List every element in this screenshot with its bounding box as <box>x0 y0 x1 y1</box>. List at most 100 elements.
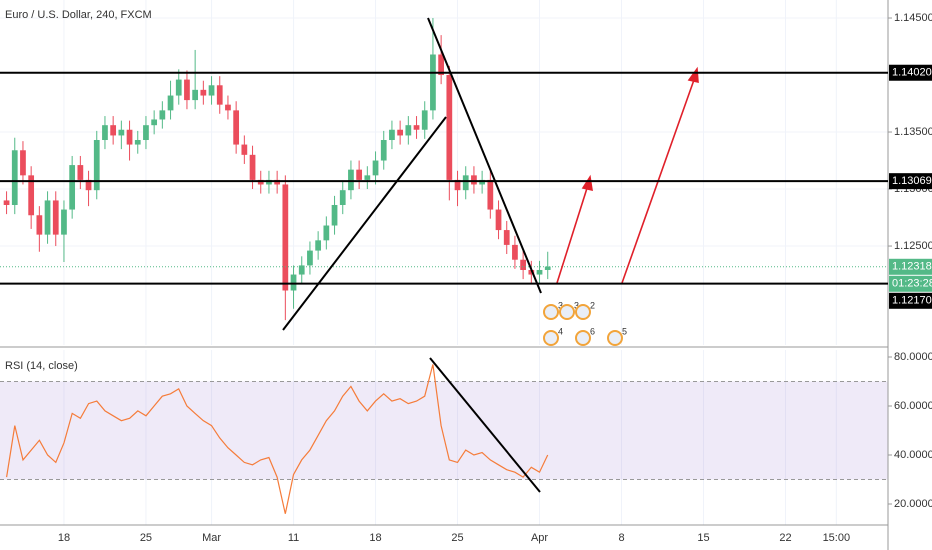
x-tick-label: Apr <box>531 532 548 544</box>
candle-body <box>3 200 10 205</box>
candle-body <box>454 179 461 191</box>
candle-body <box>290 274 297 291</box>
candle-body <box>175 79 182 96</box>
last-price-label: 1.12318 <box>892 261 932 273</box>
candle-body <box>69 165 76 210</box>
candle-body <box>438 54 444 76</box>
event-icon <box>575 304 591 320</box>
x-tick-label: 15:00 <box>823 532 851 544</box>
candle-body <box>364 175 371 180</box>
plot-area <box>0 0 888 525</box>
candle-body <box>102 125 108 141</box>
x-tick-label: 25 <box>451 532 463 544</box>
candle-body <box>20 150 26 176</box>
event-count: 5 <box>622 326 627 336</box>
candle-body <box>93 140 100 191</box>
candle-body <box>192 89 199 101</box>
trend-line <box>282 116 447 331</box>
candle-body <box>323 225 330 241</box>
event-count: 4 <box>558 326 563 336</box>
candle-body <box>36 215 43 235</box>
candle-body <box>52 200 59 235</box>
trend-line <box>427 17 542 294</box>
candle-body <box>167 95 174 111</box>
candle-body <box>528 269 535 275</box>
candle-body <box>405 125 412 136</box>
candle-body <box>430 54 436 111</box>
last-price-box <box>889 258 932 275</box>
candle-body <box>421 110 428 130</box>
event-count: 6 <box>590 326 595 336</box>
candle-body <box>44 200 51 235</box>
candle-body <box>110 125 117 136</box>
candle-body <box>159 110 166 120</box>
x-tick-label: 8 <box>618 532 624 544</box>
candle-body <box>241 144 248 155</box>
level-box <box>889 173 932 190</box>
y-tick-label: 1.13500 <box>894 126 932 138</box>
event-count: 2 <box>590 300 595 310</box>
x-tick-label: Mar <box>202 532 221 544</box>
x-tick-label: 11 <box>288 532 299 544</box>
candle-body <box>503 230 510 245</box>
candle-body <box>184 79 190 101</box>
candle-body <box>85 179 92 191</box>
candle-body <box>61 209 67 235</box>
candle-body <box>356 169 363 180</box>
countdown-box <box>889 275 932 292</box>
candle-body <box>544 266 551 270</box>
rsi-band <box>0 381 888 480</box>
candle-body <box>126 129 133 145</box>
chart-title: Euro / U.S. Dollar, 240, FXCM <box>5 9 152 21</box>
event-count: 3 <box>574 300 579 310</box>
candle-body <box>118 129 125 136</box>
candle-body <box>225 104 231 111</box>
x-tick-label: 15 <box>697 532 709 544</box>
candle-body <box>397 129 404 136</box>
x-tick-label: 18 <box>58 532 70 544</box>
candle-body <box>520 259 526 270</box>
candle-body <box>249 154 256 180</box>
candle-body <box>298 265 305 275</box>
candle-body <box>77 165 84 180</box>
x-tick-label: 25 <box>140 532 152 544</box>
event-icon <box>543 304 559 320</box>
projection-arrows <box>556 66 699 284</box>
candle-body <box>487 179 494 210</box>
candle-body <box>28 175 35 216</box>
level-box <box>889 64 932 81</box>
candle-body <box>479 179 485 185</box>
candle-body <box>471 175 477 185</box>
y-tick-label: 40.0000 <box>894 449 932 461</box>
candle-body <box>208 85 215 96</box>
candle-body <box>495 209 502 231</box>
y-tick-label: 1.12500 <box>894 240 932 252</box>
candle-body <box>200 89 207 96</box>
candle-body <box>282 184 289 291</box>
candle-body <box>257 179 264 185</box>
candle-body <box>266 179 272 185</box>
candle-body <box>348 169 354 191</box>
level-label: 1.14020 <box>892 67 932 79</box>
candle-body <box>151 119 158 126</box>
countdown-label: 01:23:28 <box>892 278 932 290</box>
level-label: 1.13069 <box>892 175 932 187</box>
candle-body <box>11 150 18 205</box>
event-count: 3 <box>558 300 563 310</box>
candle-body <box>315 240 322 251</box>
y-tick-label: 60.0000 <box>894 400 932 412</box>
event-icon <box>607 330 623 346</box>
candle-body <box>372 160 379 176</box>
y-tick-label: 1.14500 <box>894 12 932 24</box>
event-icon <box>543 330 559 346</box>
candle-body <box>339 190 346 205</box>
y-tick-label: 20.0000 <box>894 498 932 510</box>
candle-body <box>462 175 469 191</box>
candle-body <box>134 140 141 145</box>
candle-body <box>536 269 543 275</box>
rsi-line <box>6 364 549 514</box>
rsi-trend-line <box>429 357 541 493</box>
candle-body <box>380 140 387 161</box>
level-label: 1.12170 <box>892 295 932 307</box>
candle-body <box>307 250 313 266</box>
